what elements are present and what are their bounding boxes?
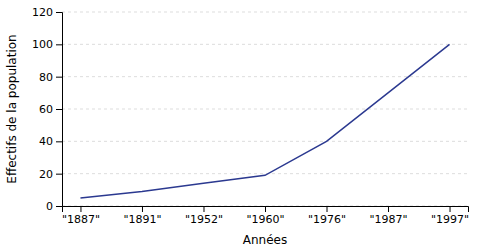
x-tick: "1891" — [123, 206, 161, 226]
x-tick-label: "1997" — [431, 213, 469, 226]
grid-line — [62, 12, 468, 13]
x-tick-label: "1976" — [308, 213, 346, 226]
y-tick-label: 120 — [32, 6, 53, 19]
x-axis: "1887" "1891" "1952" "1960" "1976" "1987" "199… — [62, 206, 469, 226]
y-tick: 60 — [39, 103, 62, 116]
x-tick: "1952" — [185, 206, 223, 226]
line — [80, 44, 449, 198]
plot: 020406080100120"1887""1891""1952""1960""… — [32, 6, 469, 226]
y-tick-mark — [56, 141, 62, 142]
x-tick-label: "1952" — [185, 213, 223, 226]
x-tick-mark — [142, 206, 143, 212]
x-tick-mark — [388, 206, 389, 212]
y-tick: 20 — [39, 168, 62, 181]
x-tick-label: "1960" — [246, 213, 284, 226]
grid — [62, 12, 468, 206]
x-tick: "1987" — [369, 206, 407, 226]
grid-line — [62, 44, 468, 45]
y-tick-label: 80 — [39, 71, 53, 84]
x-tick-label: "1891" — [123, 213, 161, 226]
x-tick-mark — [80, 206, 81, 212]
x-tick-mark — [203, 206, 204, 212]
y-tick: 100 — [32, 38, 62, 51]
chart: 020406080100120"1887""1891""1952""1960""… — [0, 0, 484, 252]
x-tick-label: "1987" — [369, 213, 407, 226]
x-tick: "1960" — [246, 206, 284, 226]
y-tick: 80 — [39, 71, 62, 84]
y-tick-label: 100 — [32, 38, 53, 51]
y-axis-line — [56, 13, 63, 207]
x-axis-line — [63, 207, 469, 213]
y-tick-label: 40 — [39, 135, 53, 148]
x-tick-mark — [265, 206, 266, 212]
y-axis: 0 20 40 60 80 100 120 — [32, 6, 63, 213]
y-tick: 0 — [46, 200, 62, 213]
y-tick-mark — [56, 77, 62, 78]
y-tick-mark — [56, 12, 62, 13]
y-tick-mark — [56, 206, 62, 207]
y-tick-label: 20 — [39, 168, 53, 181]
x-axis-title: Années — [243, 233, 287, 247]
x-tick: "1976" — [308, 206, 346, 226]
x-tick: "1997" — [431, 206, 469, 226]
y-tick: 40 — [39, 135, 62, 148]
grid-line — [62, 173, 468, 174]
x-tick-mark — [450, 206, 451, 212]
y-tick-label: 0 — [46, 200, 53, 213]
series — [80, 44, 449, 198]
x-tick-label: "1887" — [62, 213, 100, 226]
y-tick-mark — [56, 109, 62, 110]
x-tick: "1887" — [62, 206, 100, 226]
grid-line — [62, 109, 468, 110]
y-axis-title: Effectifs de la population — [5, 34, 19, 183]
grid-line — [62, 141, 468, 142]
y-tick-label: 60 — [39, 103, 53, 116]
x-tick-mark — [327, 206, 328, 212]
y-tick-mark — [56, 174, 62, 175]
y-tick: 120 — [32, 6, 62, 19]
y-tick-mark — [56, 44, 62, 45]
